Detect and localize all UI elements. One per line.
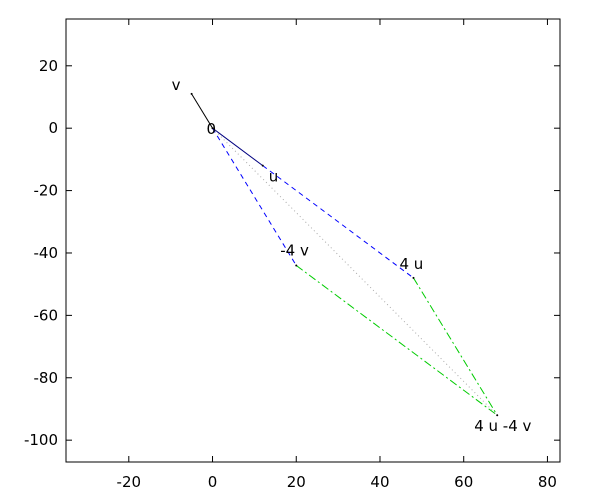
segment-solid bbox=[212, 127, 264, 167]
point-marker bbox=[412, 276, 415, 279]
segments-layer bbox=[191, 93, 498, 416]
segment-dashdot bbox=[295, 265, 498, 416]
point-marker bbox=[211, 127, 214, 130]
x-tick-label: 20 bbox=[287, 473, 306, 491]
point-marker bbox=[496, 414, 499, 417]
y-tick-label: 20 bbox=[39, 57, 58, 75]
segment-dotted bbox=[212, 127, 498, 416]
point-marker bbox=[261, 164, 264, 167]
y-tick-label: -60 bbox=[34, 306, 59, 324]
segment-dashed bbox=[262, 165, 414, 279]
x-tick-label: 40 bbox=[370, 473, 389, 491]
y-tick-label: -100 bbox=[24, 431, 58, 449]
y-tick-label: 0 bbox=[48, 119, 58, 137]
point-label: 0 bbox=[207, 120, 217, 138]
point-label: -4 v bbox=[280, 241, 309, 259]
segment-solid bbox=[191, 93, 213, 129]
y-tick-label: -40 bbox=[34, 244, 59, 262]
point-label: u bbox=[269, 168, 279, 186]
y-tick-label: -20 bbox=[34, 182, 59, 200]
point-label: v bbox=[172, 76, 181, 94]
x-tick-label: 0 bbox=[208, 473, 218, 491]
point-labels-layer: 0 u v 4 u -4 v 4 u -4 v bbox=[172, 76, 532, 435]
point-marker bbox=[190, 92, 193, 95]
x-tick-label: 80 bbox=[538, 473, 557, 491]
y-tick-label: -80 bbox=[34, 369, 59, 387]
x-tick-label: -20 bbox=[117, 473, 142, 491]
point-marker bbox=[295, 264, 298, 267]
plot-frame bbox=[65, 18, 561, 463]
point-label: 4 u bbox=[399, 255, 423, 273]
ticks-layer: -20 0 20 40 60 80 20 0 -20 -40 -60 -80 -100 bbox=[24, 19, 560, 491]
point-label: 4 u -4 v bbox=[474, 417, 531, 435]
segment-dashdot bbox=[413, 277, 498, 416]
x-tick-label: 60 bbox=[454, 473, 473, 491]
